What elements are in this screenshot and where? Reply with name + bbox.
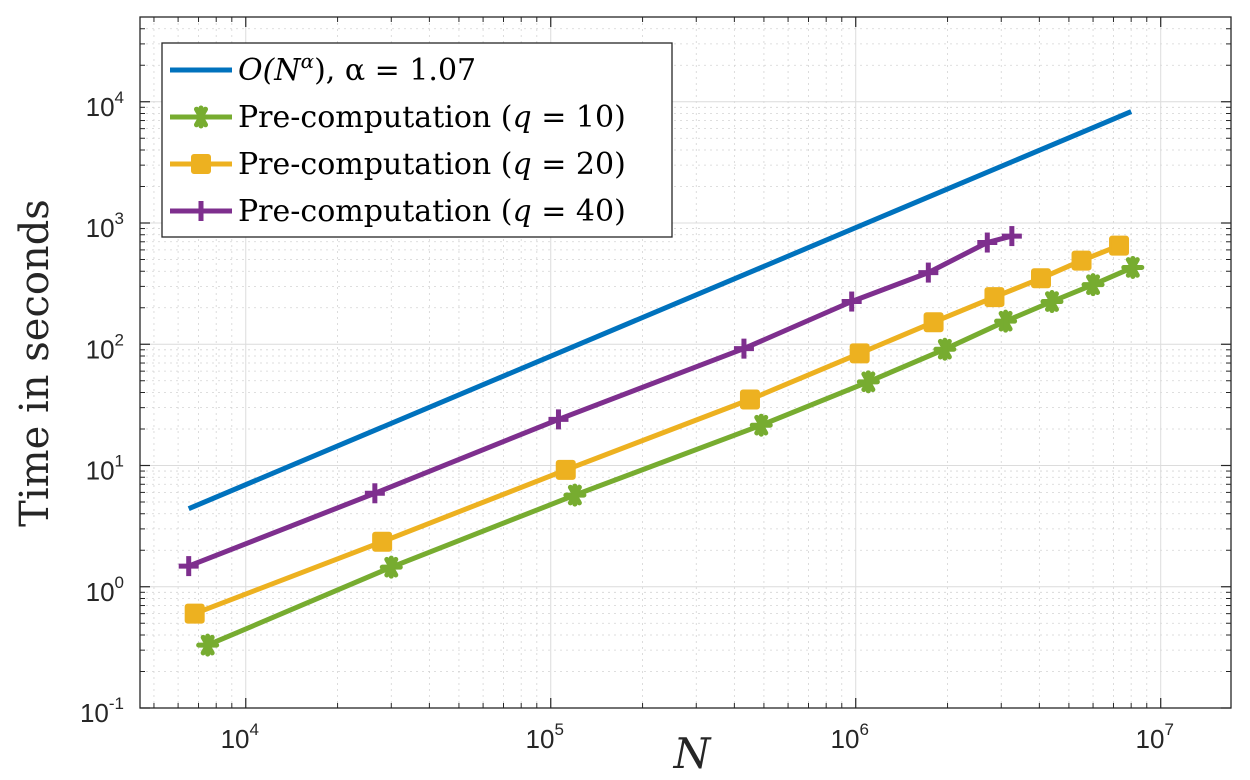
series-2-point — [184, 603, 205, 624]
y-tick-label: 102 — [86, 330, 124, 364]
y-tick-label: 101 — [86, 452, 124, 486]
y-tick-label: 10-1 — [80, 694, 124, 728]
series-1-point — [856, 370, 880, 394]
series-layer — [178, 109, 1145, 657]
axis-ticks — [140, 16, 1231, 709]
x-tick-label: 104 — [221, 720, 259, 754]
plot-frame — [139, 16, 1232, 709]
x-tick-label: 107 — [1136, 720, 1174, 754]
series-1-point — [1121, 255, 1145, 279]
series-2-point — [1030, 268, 1051, 289]
legend-marker-3 — [191, 201, 211, 221]
series-1-point — [196, 633, 220, 657]
series-2-point — [1071, 250, 1092, 271]
series-2-point — [555, 459, 576, 480]
x-axis-title: N — [673, 729, 712, 778]
series-2-point — [372, 531, 393, 552]
series-2-point — [849, 343, 870, 364]
series-3-point — [178, 556, 199, 577]
series-1-point — [379, 555, 403, 579]
series-1-point — [1081, 273, 1105, 297]
series-3-point — [918, 262, 939, 283]
series-3-point — [548, 409, 569, 430]
tick-labels: 104 105 106 107 10-1 100 101 102 103 104 — [80, 88, 1174, 754]
series-3-point — [733, 338, 754, 359]
legend-marker-2 — [191, 154, 211, 174]
series-3-point — [977, 232, 998, 253]
series-line-1 — [206, 265, 1134, 648]
series-3-point — [1001, 226, 1022, 247]
x-tick-label: 105 — [526, 720, 564, 754]
legend-box — [161, 42, 673, 238]
series-2-point — [923, 312, 944, 333]
y-tick-label: 104 — [86, 88, 124, 122]
series-1-point — [933, 337, 957, 361]
legend: O(Nα), α = 1.07 Pre-computation (q = 10) P… — [161, 42, 673, 238]
series-1-point — [563, 483, 587, 507]
series-2-point — [739, 389, 760, 410]
legend-label-1: Pre-computation (q = 10) — [238, 100, 626, 135]
series-line-0 — [187, 109, 1133, 512]
series-line-2 — [193, 243, 1120, 616]
series-1-point — [994, 309, 1018, 333]
y-tick-label: 103 — [86, 209, 124, 243]
series-2-point — [1109, 235, 1130, 256]
legend-marker-1 — [189, 105, 213, 129]
x-tick-label: 106 — [831, 720, 869, 754]
legend-label-3: Pre-computation (q = 40) — [238, 194, 626, 229]
legend-label-2: Pre-computation (q = 20) — [238, 147, 626, 182]
series-2-point — [984, 287, 1005, 308]
y-axis-title: Time in seconds — [12, 199, 58, 527]
series-1-point — [749, 413, 773, 437]
series-3-point — [841, 291, 862, 312]
series-1-point — [1040, 290, 1064, 314]
series-3-point — [364, 483, 385, 504]
legend-label-0: O(Nα), α = 1.07 — [238, 49, 476, 88]
series-line-3 — [187, 233, 1013, 569]
y-tick-label: 100 — [86, 573, 124, 607]
